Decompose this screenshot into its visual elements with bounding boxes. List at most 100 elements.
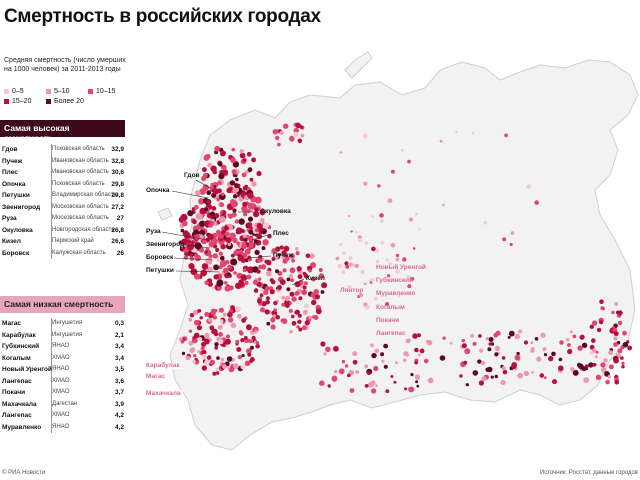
- table-row: Кизел Пермский край 26,6: [2, 236, 128, 248]
- city-dot: [251, 181, 257, 187]
- city-dot: [599, 320, 604, 325]
- callout-muravlenko: Муравленко: [376, 290, 416, 297]
- callout-line: [251, 233, 272, 241]
- city-dot: [264, 286, 270, 291]
- city-dot: [209, 325, 215, 331]
- city-dot: [621, 365, 625, 369]
- legend-label: 15–20: [12, 98, 32, 105]
- city-dot: [243, 336, 248, 340]
- city-dot: [302, 325, 307, 330]
- city-dot: [247, 192, 254, 199]
- table-row: Плес Ивановская область 30,6: [2, 167, 128, 179]
- region-name: Московская область: [52, 203, 109, 210]
- city-dot: [199, 220, 206, 227]
- city-dot: [251, 157, 257, 163]
- city-dot: [262, 239, 269, 246]
- city-dot: [494, 345, 501, 352]
- city-dot: [227, 272, 231, 276]
- city-dot: [227, 242, 232, 247]
- city-dot: [518, 329, 523, 334]
- city-dot: [592, 348, 597, 353]
- city-dot: [419, 348, 425, 354]
- legend-label: Более 20: [54, 98, 84, 105]
- table-row: Карабулак Ингушетия 2,1: [2, 330, 128, 342]
- city-dot: [277, 253, 281, 257]
- city-dot: [275, 314, 280, 320]
- city-dot: [204, 311, 210, 317]
- table-divider: [51, 144, 52, 259]
- legend-swatch: [46, 99, 51, 104]
- city-dot: [621, 361, 625, 366]
- city-dot: [279, 279, 286, 285]
- city-dot: [241, 172, 247, 178]
- legend-item: Более 20: [46, 98, 84, 105]
- russia-map: Гдов Опочка Окуловка Плес Руза Звенигоро…: [140, 40, 640, 470]
- city-dot: [220, 244, 226, 250]
- city-dot: [194, 357, 198, 362]
- city-dot: [181, 238, 189, 246]
- city-dot: [363, 181, 368, 186]
- city-dot: [197, 309, 202, 313]
- city-dot: [269, 278, 274, 283]
- city-dot: [364, 364, 369, 369]
- city-dot: [323, 352, 327, 356]
- city-dot: [260, 288, 264, 293]
- city-dot: [620, 356, 624, 360]
- callout-noviy-urengoy: Новый Уренгой: [376, 264, 426, 271]
- city-dot: [201, 365, 207, 371]
- city-dot: [200, 346, 205, 351]
- city-dot: [211, 206, 217, 211]
- city-dot: [199, 316, 203, 320]
- mortality-value: 27: [116, 215, 124, 222]
- city-dot: [227, 264, 232, 270]
- city-dot: [559, 340, 564, 345]
- legend-item: 0–5: [4, 88, 24, 95]
- city-dot: [579, 334, 585, 340]
- city-dot: [248, 229, 254, 235]
- city-dot: [365, 305, 370, 310]
- city-dot: [622, 341, 629, 348]
- city-dot: [397, 294, 401, 298]
- city-dot: [552, 379, 557, 385]
- city-dot: [383, 343, 388, 349]
- region-name: Дагестан: [52, 400, 78, 407]
- callout-puchezh: Пучеж: [273, 252, 294, 259]
- city-dot: [385, 389, 390, 394]
- city-dot: [265, 270, 272, 277]
- city-dot: [186, 243, 194, 251]
- city-dot: [294, 310, 299, 315]
- city-dot: [592, 362, 597, 367]
- table-row: Лангепас ХМАО 4,2: [2, 410, 128, 422]
- city-dot: [288, 308, 293, 313]
- city-dot: [214, 345, 219, 350]
- city-dot: [218, 216, 226, 223]
- city-dot: [219, 260, 227, 267]
- city-name: Магас: [2, 320, 22, 327]
- city-dot: [370, 278, 375, 283]
- city-dot: [256, 233, 263, 240]
- city-dot: [380, 352, 385, 357]
- city-dot: [390, 243, 396, 248]
- city-dot: [204, 207, 209, 212]
- city-dot: [407, 284, 412, 289]
- city-dot: [238, 281, 245, 287]
- city-dot: [303, 272, 307, 277]
- callout-gubkinsky: Губкинский: [376, 277, 414, 284]
- city-dot: [354, 263, 359, 269]
- table-row: Боровск Калужская область 26: [2, 248, 128, 260]
- city-dot: [231, 169, 237, 175]
- city-dot: [442, 203, 445, 207]
- city-dot: [380, 241, 385, 245]
- city-dot: [296, 325, 300, 329]
- callout-borovsk: Боровск: [146, 254, 174, 261]
- city-dot: [277, 284, 282, 290]
- city-dot: [311, 276, 316, 282]
- city-dot: [297, 313, 302, 318]
- city-dot: [246, 348, 252, 354]
- city-dot: [315, 294, 320, 300]
- city-dot: [204, 250, 208, 254]
- city-dot: [201, 239, 207, 245]
- city-dot: [461, 338, 465, 343]
- city-dot: [286, 277, 291, 282]
- map-subtitle: Средняя смертность (число умерших на 100…: [4, 57, 126, 73]
